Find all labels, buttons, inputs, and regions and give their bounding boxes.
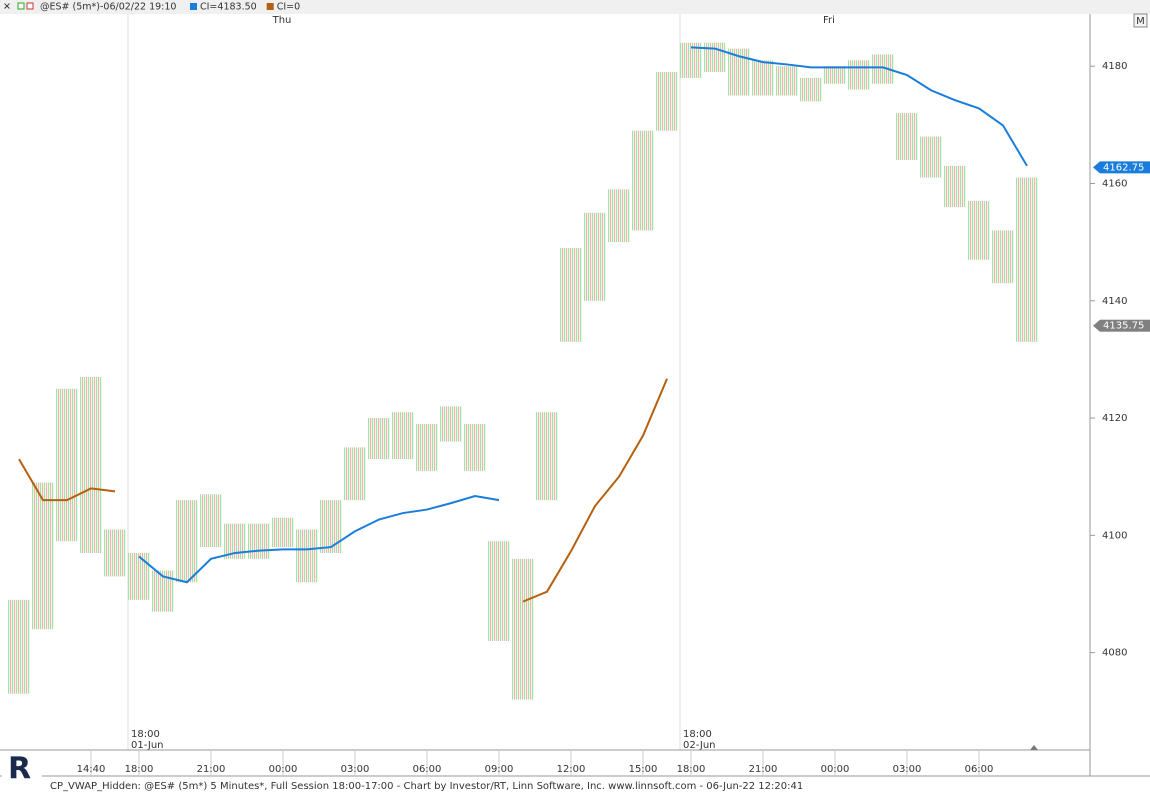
session-date: 02-Jun bbox=[683, 740, 716, 751]
legend-label: CI=4183.50 bbox=[200, 2, 257, 13]
price-range bbox=[416, 423, 438, 471]
price-range bbox=[344, 447, 366, 501]
logo-letter: R bbox=[8, 752, 31, 787]
logo bbox=[2, 752, 42, 790]
price-range bbox=[728, 48, 750, 96]
price-range bbox=[584, 212, 606, 301]
price-range bbox=[632, 130, 654, 231]
menu-button-label[interactable]: M bbox=[1136, 16, 1145, 27]
price-range bbox=[896, 113, 918, 161]
y-tick-label: 4140 bbox=[1102, 296, 1127, 307]
x-tick-label: 00:00 bbox=[269, 764, 298, 775]
price-range bbox=[680, 42, 702, 78]
price-range bbox=[368, 418, 390, 460]
price-range bbox=[80, 377, 102, 553]
price-range bbox=[800, 77, 822, 102]
header-bar bbox=[0, 0, 1150, 14]
x-tick-label: 21:00 bbox=[197, 764, 226, 775]
session-time: 18:00 bbox=[131, 729, 160, 740]
price-range bbox=[992, 230, 1014, 284]
price-range bbox=[32, 482, 54, 630]
price-range bbox=[704, 42, 726, 73]
x-tick-label: 09:00 bbox=[485, 764, 514, 775]
x-tick-label: 00:00 bbox=[821, 764, 850, 775]
price-range bbox=[536, 412, 558, 501]
price-range bbox=[560, 247, 582, 342]
last-price-arrow bbox=[1093, 161, 1100, 174]
icon bbox=[17, 2, 25, 10]
price-range bbox=[440, 406, 462, 442]
x-tick-label: 03:00 bbox=[893, 764, 922, 775]
price-range bbox=[872, 54, 894, 84]
price-range bbox=[8, 599, 30, 694]
price-range bbox=[128, 552, 150, 600]
price-range bbox=[1016, 177, 1038, 342]
price-range bbox=[824, 66, 846, 84]
day-label: Fri bbox=[823, 15, 835, 26]
price-range bbox=[512, 558, 534, 700]
price-range bbox=[656, 72, 678, 131]
x-tick-label: 14:40 bbox=[77, 764, 106, 775]
price-range bbox=[224, 523, 246, 559]
y-tick-label: 4100 bbox=[1102, 530, 1127, 541]
price-range bbox=[248, 523, 270, 559]
x-tick-label: 06:00 bbox=[965, 764, 994, 775]
last-price-arrow bbox=[1093, 319, 1100, 332]
legend-swatch bbox=[266, 3, 274, 10]
menu-button[interactable] bbox=[1133, 13, 1148, 28]
icon bbox=[26, 2, 34, 10]
price-range bbox=[176, 500, 198, 583]
x-tick-label: 06:00 bbox=[413, 764, 442, 775]
header-title: @ES# (5m*)-06/02/22 19:10 bbox=[40, 2, 176, 13]
session-date: 01-Jun bbox=[131, 740, 164, 751]
price-range bbox=[968, 201, 990, 260]
day-label: Thu bbox=[272, 15, 292, 26]
price-range bbox=[296, 529, 318, 583]
x-tick-label: 18:00 bbox=[677, 764, 706, 775]
y-tick-label: 4160 bbox=[1102, 178, 1127, 189]
vwap-line bbox=[18, 378, 668, 603]
price-range bbox=[488, 541, 510, 641]
price-range bbox=[392, 412, 414, 460]
price-range bbox=[320, 500, 342, 553]
y-tick-label: 4180 bbox=[1102, 61, 1127, 72]
price-range bbox=[152, 570, 174, 612]
close-icon[interactable]: ✕ bbox=[3, 2, 11, 13]
legend-label: CI=0 bbox=[277, 2, 300, 13]
price-range bbox=[56, 388, 78, 542]
x-tick-label: 12:00 bbox=[557, 764, 586, 775]
vwap-line bbox=[138, 46, 1028, 584]
price-range bbox=[272, 517, 294, 548]
footer: CP_VWAP_Hidden: @ES# (5m*) 5 Minutes*, F… bbox=[50, 781, 803, 792]
y-tick-label: 4120 bbox=[1102, 413, 1127, 424]
x-tick-label: 21:00 bbox=[749, 764, 778, 775]
price-range bbox=[920, 136, 942, 178]
legend-swatch bbox=[190, 3, 197, 10]
last-price-label: 4162.75 bbox=[1103, 162, 1144, 173]
last-price-box bbox=[1100, 161, 1150, 174]
x-tick-label: 03:00 bbox=[341, 764, 370, 775]
last-price-box bbox=[1100, 319, 1150, 332]
price-range bbox=[752, 60, 774, 96]
price-range bbox=[464, 423, 486, 471]
price-range bbox=[200, 494, 222, 548]
y-tick-label: 4080 bbox=[1102, 648, 1127, 659]
price-range bbox=[776, 66, 798, 96]
price-range bbox=[944, 165, 966, 207]
session-time: 18:00 bbox=[683, 729, 712, 740]
marker bbox=[1030, 745, 1038, 750]
price-range bbox=[848, 60, 870, 90]
price-range bbox=[608, 189, 630, 243]
price-range bbox=[104, 529, 126, 577]
x-tick-label: 15:00 bbox=[629, 764, 658, 775]
x-tick-label: 18:00 bbox=[125, 764, 154, 775]
last-price-label: 4135.75 bbox=[1103, 321, 1144, 332]
